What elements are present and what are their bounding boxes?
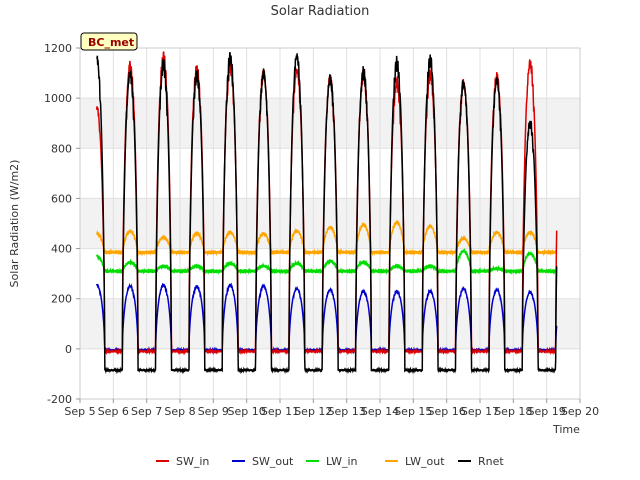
x-tick-label: Sep 20 [561, 405, 599, 418]
y-axis-title: Solar Radiation (W/m2) [8, 160, 21, 288]
chart-title: Solar Radiation [271, 4, 370, 19]
legend-label-rnet: Rnet [478, 455, 504, 468]
y-tick-label: 600 [51, 192, 72, 205]
x-tick-label: Sep 6 [98, 405, 129, 418]
y-tick-label: 800 [51, 142, 72, 155]
y-tick-label: 1000 [44, 92, 72, 105]
y-tick-label: 0 [65, 343, 72, 356]
background-band [80, 98, 580, 149]
series-line-lw-in [95, 247, 558, 276]
series-line-sw-out [95, 282, 558, 355]
x-tick-label: Sep 8 [164, 405, 195, 418]
x-tick-label: Sep 16 [428, 405, 466, 418]
legend: SW_in SW_out LW_in LW_out Rnet [156, 455, 504, 468]
site-badge-label: BC_met [88, 36, 134, 49]
site-badge-box [80, 32, 138, 51]
x-tick-label: Sep 19 [528, 405, 566, 418]
x-tick-label: Sep 15 [394, 405, 432, 418]
legend-label-sw-in: SW_in [176, 455, 209, 468]
site-badge: BC_met [80, 32, 138, 51]
x-tick-label: Sep 5 [64, 405, 95, 418]
y-tick-label: -200 [47, 393, 72, 406]
y-tick-label: 200 [51, 293, 72, 306]
x-tick-label: Sep 10 [228, 405, 266, 418]
x-tick-label: Sep 11 [261, 405, 299, 418]
x-tick-label: Sep 7 [131, 405, 162, 418]
legend-label-sw-out: SW_out [252, 455, 294, 468]
series-layer [95, 51, 558, 375]
y-axis-ticks: -200 0 200 400 600 800 1000 1200 [44, 42, 80, 406]
plot-frame [79, 47, 581, 400]
x-tick-label: Sep 14 [361, 405, 399, 418]
legend-label-lw-out: LW_out [405, 455, 445, 468]
y-tick-label: 1200 [44, 42, 72, 55]
x-tick-label: Sep 9 [198, 405, 229, 418]
series-line-lw-out [95, 219, 558, 257]
legend-label-lw-in: LW_in [326, 455, 358, 468]
series-line-rnet [96, 52, 558, 375]
x-tick-label: Sep 12 [294, 405, 332, 418]
background-band [80, 298, 580, 349]
x-tick-label: Sep 13 [328, 405, 366, 418]
x-tick-label: Sep 17 [461, 405, 499, 418]
background-band [80, 198, 580, 249]
y-tick-label: 400 [51, 243, 72, 256]
x-tick-label: Sep 18 [494, 405, 532, 418]
background-bands [80, 98, 580, 349]
x-axis-title: Time [552, 423, 580, 436]
